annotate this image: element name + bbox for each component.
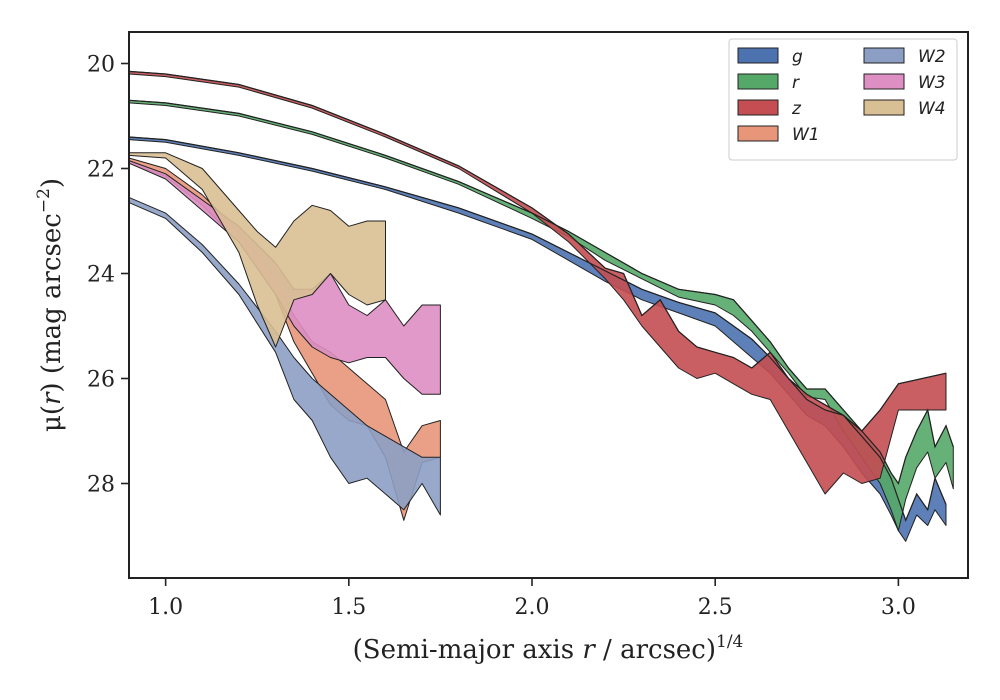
legend-label-w4: W4 — [918, 99, 946, 119]
outline-g — [128, 136, 947, 522]
y-tick-label: 22 — [87, 158, 115, 183]
band-w2 — [128, 196, 441, 516]
y-tick-label: 24 — [87, 263, 115, 288]
legend: grz W1 W2 W3 W4 — [728, 38, 958, 161]
profile-bands — [128, 70, 954, 542]
legend-swatch-w2 — [863, 47, 905, 64]
legend-swatch-g — [737, 47, 779, 64]
outline-r — [128, 99, 954, 485]
x-axis-ticks: 1.0 1.5 2.0 2.5 3.0 — [148, 578, 916, 620]
band-w4 — [128, 152, 386, 348]
legend-label-z: z — [791, 99, 802, 119]
legend-swatch-z — [737, 99, 779, 116]
x-tick-label: 2.0 — [515, 595, 550, 620]
x-axis-label: (Semi-major axis r / arcsec)1/4 — [353, 632, 744, 665]
outline-z — [128, 70, 947, 432]
y-tick-label: 28 — [87, 473, 115, 498]
x-tick-label: 1.5 — [331, 595, 366, 620]
plot-frame — [128, 31, 969, 579]
x-tick-label: 1.0 — [148, 595, 183, 620]
legend-label-w2: W2 — [918, 47, 946, 67]
y-tick-label: 20 — [87, 53, 115, 78]
y-tick-label: 26 — [87, 368, 115, 393]
y-axis-label: μ(r) (mag arcsec−2) — [34, 178, 67, 432]
y-axis-ticks: 20 22 24 26 28 — [87, 53, 129, 498]
legend-label-g: g — [792, 47, 803, 67]
legend-label-r: r — [792, 73, 800, 93]
legend-label-w3: W3 — [918, 73, 946, 93]
legend-swatch-w1 — [737, 125, 779, 142]
x-tick-label: 3.0 — [881, 595, 916, 620]
legend-swatch-w3 — [863, 73, 905, 90]
legend-swatch-w4 — [863, 99, 905, 116]
profile-outlines — [128, 70, 954, 522]
legend-label-w1: W1 — [792, 125, 820, 145]
legend-box — [728, 38, 958, 161]
x-tick-label: 2.5 — [698, 595, 733, 620]
legend-swatch-r — [737, 73, 779, 90]
